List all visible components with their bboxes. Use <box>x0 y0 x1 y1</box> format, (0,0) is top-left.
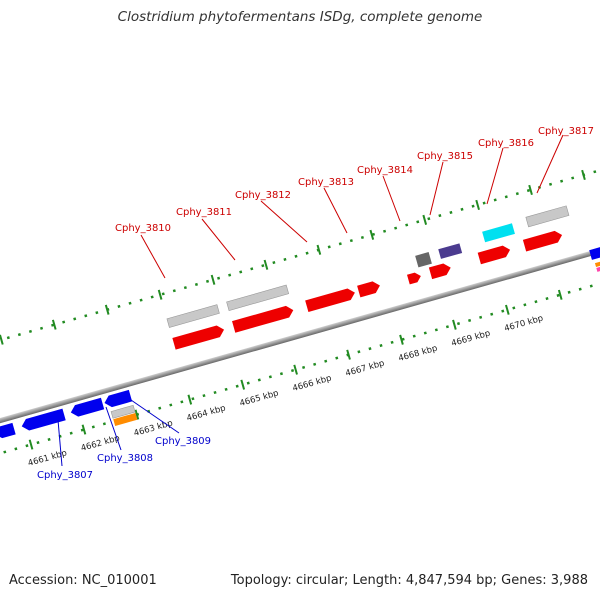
leader-line-cphy3810 <box>140 234 166 279</box>
lower-major-ticks <box>28 289 563 450</box>
gene-arrow-cphy3816 <box>477 245 511 265</box>
major-tick <box>0 334 4 345</box>
genome-backbone <box>0 234 600 436</box>
gene-label-cphy3807[interactable]: Cphy_3807 <box>37 470 93 481</box>
lower-tick-track <box>0 271 600 457</box>
major-tick <box>263 259 269 270</box>
major-tick <box>422 214 428 225</box>
gene-label-cphy3817[interactable]: Cphy_3817 <box>538 126 594 137</box>
major-tick <box>346 349 351 360</box>
reverse-strand-features <box>0 389 138 439</box>
upper-major-ticks <box>0 169 586 345</box>
feature-grey-3810 <box>166 304 220 328</box>
gene-arrow-cphy3812 <box>305 288 355 313</box>
reverse-gene-labels: Cphy_3807 Cphy_3808 Cphy_3809 <box>37 399 211 481</box>
tick-label-4662: 4662 kbp <box>80 433 121 454</box>
feature-grey-3809 <box>110 404 136 419</box>
leader-line-cphy3808 <box>105 406 122 451</box>
gene-arrow-cphy3814 <box>407 272 421 285</box>
map-title: Clostridium phytofermentans ISDg, comple… <box>117 9 483 25</box>
gene-arrow-cphy3813 <box>357 281 380 298</box>
gene-label-cphy3813[interactable]: Cphy_3813 <box>298 177 354 188</box>
gene-label-cphy3812[interactable]: Cphy_3812 <box>235 190 291 201</box>
feature-darkgrey-3814 <box>415 252 432 268</box>
major-tick <box>505 304 510 315</box>
forward-gene-labels: Cphy_3810 Cphy_3811 Cphy_3812 Cphy_3813 … <box>115 126 594 279</box>
major-tick <box>293 364 298 375</box>
feature-orange-3809 <box>113 412 138 426</box>
gene-arrow-cphy3817 <box>522 230 563 252</box>
major-tick <box>240 379 246 390</box>
major-tick <box>187 394 193 405</box>
leader-line-cphy3811 <box>201 218 236 261</box>
gene-label-cphy3816[interactable]: Cphy_3816 <box>478 138 534 149</box>
gene-label-cphy3810[interactable]: Cphy_3810 <box>115 223 171 234</box>
major-tick <box>316 244 322 255</box>
gene-label-cphy3811[interactable]: Cphy_3811 <box>176 207 232 218</box>
gene-arrow-cphy3810 <box>172 325 225 350</box>
tick-label-4664: 4664 kbp <box>186 403 227 424</box>
leader-line-cphy3809 <box>130 399 180 434</box>
gene-arrow-cphy3808 <box>70 397 105 417</box>
gene-arrow-cphy3809 <box>104 389 133 408</box>
major-tick <box>399 334 404 345</box>
gene-label-cphy3814[interactable]: Cphy_3814 <box>357 165 413 176</box>
tick-label-4665: 4665 kbp <box>239 388 280 409</box>
gene-arrow-edge-blue <box>589 239 600 260</box>
major-tick <box>51 319 57 330</box>
tick-label-4666: 4666 kbp <box>291 373 332 394</box>
upper-tick-track <box>0 166 600 352</box>
gene-arrow-cphy3815 <box>428 263 451 280</box>
map-rotation: 4661 kbp 4662 kbp 4663 kbp 4664 kbp 4665… <box>0 166 600 469</box>
leader-line-cphy3817 <box>536 134 564 194</box>
feature-grey-3811 <box>226 284 290 311</box>
tick-label-4668: 4668 kbp <box>397 344 438 365</box>
major-tick <box>104 304 110 315</box>
tick-label-4670: 4670 kbp <box>503 314 544 335</box>
forward-strand-features <box>166 205 600 350</box>
major-tick <box>369 229 375 240</box>
leader-line-cphy3816 <box>486 147 504 205</box>
major-tick <box>157 289 163 300</box>
major-tick <box>452 319 457 330</box>
gene-label-cphy3809[interactable]: Cphy_3809 <box>155 436 211 447</box>
leader-line-cphy3812 <box>260 200 308 243</box>
major-tick <box>581 169 586 181</box>
leader-line-cphy3814 <box>382 175 401 222</box>
major-tick <box>28 439 34 450</box>
gene-arrow-left-edge <box>0 422 16 439</box>
major-tick <box>475 199 480 210</box>
feature-cyan-3816 <box>482 223 515 243</box>
major-tick <box>528 184 533 196</box>
major-tick <box>81 424 87 435</box>
feature-grey-3817 <box>525 205 570 228</box>
major-tick <box>210 274 216 285</box>
tick-label-4669: 4669 kbp <box>450 329 491 350</box>
leader-line-cphy3807 <box>57 419 63 467</box>
tick-label-4667: 4667 kbp <box>344 358 385 379</box>
gene-arrow-cphy3807 <box>21 408 66 431</box>
leader-line-cphy3813 <box>323 187 348 234</box>
accession-text: Accession: NC_010001 <box>9 573 157 588</box>
genome-summary-text: Topology: circular; Length: 4,847,594 bp… <box>230 573 588 588</box>
gene-label-cphy3808[interactable]: Cphy_3808 <box>97 453 153 464</box>
major-tick <box>134 409 140 420</box>
feature-purple-3815 <box>438 243 463 259</box>
leader-line-cphy3815 <box>429 161 444 216</box>
gene-label-cphy3815[interactable]: Cphy_3815 <box>417 151 473 162</box>
gene-arrow-cphy3811 <box>232 305 294 333</box>
major-tick <box>557 289 563 300</box>
